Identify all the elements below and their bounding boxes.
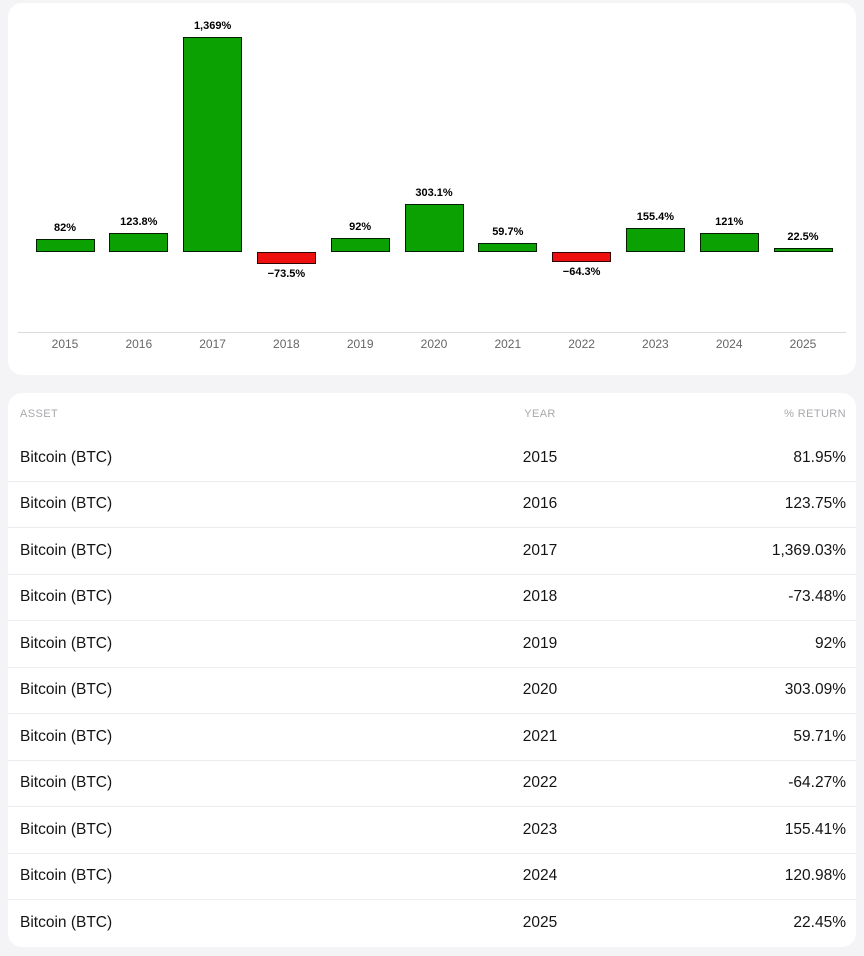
cell-return: 1,369.03%: [771, 541, 846, 559]
table-row: Bitcoin (BTC) 2015 81.95%: [8, 435, 856, 481]
x-axis-label-2022: 2022: [568, 337, 595, 351]
returns-table-card: ASSET YEAR % RETURN Bitcoin (BTC) 2015 81.…: [8, 393, 856, 947]
x-axis-label-2017: 2017: [199, 337, 226, 351]
cell-asset: Bitcoin (BTC): [20, 681, 113, 699]
cell-asset: Bitcoin (BTC): [20, 541, 113, 559]
cell-year: 2016: [522, 495, 558, 513]
bar-2022[interactable]: [552, 252, 612, 263]
bar-2021[interactable]: [478, 242, 538, 252]
cell-year: 2019: [522, 634, 558, 652]
bar-value-label-2025: 22.5%: [787, 231, 819, 244]
cell-asset: Bitcoin (BTC): [20, 448, 113, 466]
cell-return: 81.95%: [793, 448, 846, 466]
table-header-row: ASSET YEAR % RETURN: [8, 393, 856, 435]
cell-asset: Bitcoin (BTC): [20, 913, 113, 931]
cell-asset: Bitcoin (BTC): [20, 634, 113, 652]
bar-2015[interactable]: [35, 239, 95, 252]
cell-asset: Bitcoin (BTC): [20, 867, 113, 885]
bar-value-label-2020: 303.1%: [415, 187, 453, 200]
column-header-year: YEAR: [524, 408, 556, 420]
bar-2018[interactable]: [256, 252, 316, 264]
x-axis-line: [18, 332, 846, 333]
table-row: Bitcoin (BTC) 2025 22.45%: [8, 899, 856, 946]
cell-year: 2021: [522, 727, 558, 745]
cell-asset: Bitcoin (BTC): [20, 495, 113, 513]
bar-2016[interactable]: [109, 232, 169, 252]
column-header-asset: ASSET: [20, 408, 59, 420]
cell-return: -73.48%: [788, 588, 846, 606]
x-axis-label-2015: 2015: [51, 337, 79, 351]
bar-2024[interactable]: [699, 233, 759, 252]
cell-return: 303.09%: [784, 681, 846, 699]
table-row: Bitcoin (BTC) 2020 303.09%: [8, 666, 856, 714]
cell-return: 92%: [814, 634, 846, 652]
table-row: Bitcoin (BTC) 2017 1,369.03%: [8, 527, 856, 574]
chart-plot-area: 82% 2015 123.8% 2016 1,369% 2017 −73.5% 2018 92%…: [8, 3, 856, 375]
cell-year: 2024: [522, 867, 558, 885]
bar-value-label-2023: 155.4%: [636, 210, 675, 223]
bar-value-label-2017: 1,369%: [193, 20, 232, 33]
x-axis-label-2023: 2023: [642, 337, 669, 351]
cell-asset: Bitcoin (BTC): [20, 588, 113, 606]
cell-return: 155.41%: [784, 820, 846, 838]
table-row: Bitcoin (BTC) 2023 155.41%: [8, 806, 856, 853]
bar-2025[interactable]: [773, 248, 833, 252]
table-row: Bitcoin (BTC) 2022 -64.27%: [8, 759, 856, 807]
bar-2019[interactable]: [330, 237, 390, 252]
cell-year: 2023: [522, 820, 558, 838]
cell-year: 2017: [522, 541, 558, 559]
bar-value-label-2024: 121%: [715, 216, 744, 228]
cell-year: 2015: [522, 448, 558, 466]
cell-return: 123.75%: [784, 495, 846, 513]
x-axis-label-2020: 2020: [420, 337, 448, 351]
x-axis-label-2019: 2019: [346, 337, 374, 351]
x-axis-label-2025: 2025: [789, 337, 817, 351]
table-row: Bitcoin (BTC) 2016 123.75%: [8, 480, 856, 528]
cell-asset: Bitcoin (BTC): [20, 774, 113, 792]
x-axis-label-2016: 2016: [125, 337, 153, 351]
bar-value-label-2022: −64.3%: [562, 266, 601, 279]
cell-return: -64.27%: [788, 774, 846, 792]
x-axis-label-2021: 2021: [494, 337, 522, 351]
cell-year: 2022: [522, 774, 558, 792]
cell-return: 22.45%: [793, 913, 846, 931]
bar-value-label-2019: 92%: [349, 220, 372, 233]
column-header-return: % RETURN: [784, 408, 846, 420]
bar-value-label-2018: −73.5%: [267, 267, 306, 280]
cell-year: 2020: [522, 681, 558, 699]
cell-return: 120.98%: [784, 867, 846, 885]
cell-year: 2018: [522, 588, 558, 606]
table-row: Bitcoin (BTC) 2024 120.98%: [8, 852, 856, 900]
bar-value-label-2016: 123.8%: [120, 215, 158, 228]
bar-2017[interactable]: [183, 37, 243, 252]
bar-2020[interactable]: [404, 204, 464, 252]
cell-asset: Bitcoin (BTC): [20, 727, 113, 745]
table-row: Bitcoin (BTC) 2021 59.71%: [8, 713, 856, 760]
table-row: Bitcoin (BTC) 2019 92%: [8, 620, 856, 667]
returns-chart-card: 82% 2015 123.8% 2016 1,369% 2017 −73.5% 2018 92%…: [8, 3, 856, 375]
x-axis-label-2018: 2018: [273, 337, 300, 351]
bar-value-label-2015: 82%: [53, 222, 77, 235]
bar-2023[interactable]: [625, 227, 685, 252]
cell-year: 2025: [522, 913, 558, 931]
bar-value-label-2021: 59.7%: [492, 225, 524, 238]
cell-asset: Bitcoin (BTC): [20, 820, 113, 838]
x-axis-label-2024: 2024: [715, 337, 743, 351]
table-row: Bitcoin (BTC) 2018 -73.48%: [8, 573, 856, 621]
cell-return: 59.71%: [793, 727, 846, 745]
